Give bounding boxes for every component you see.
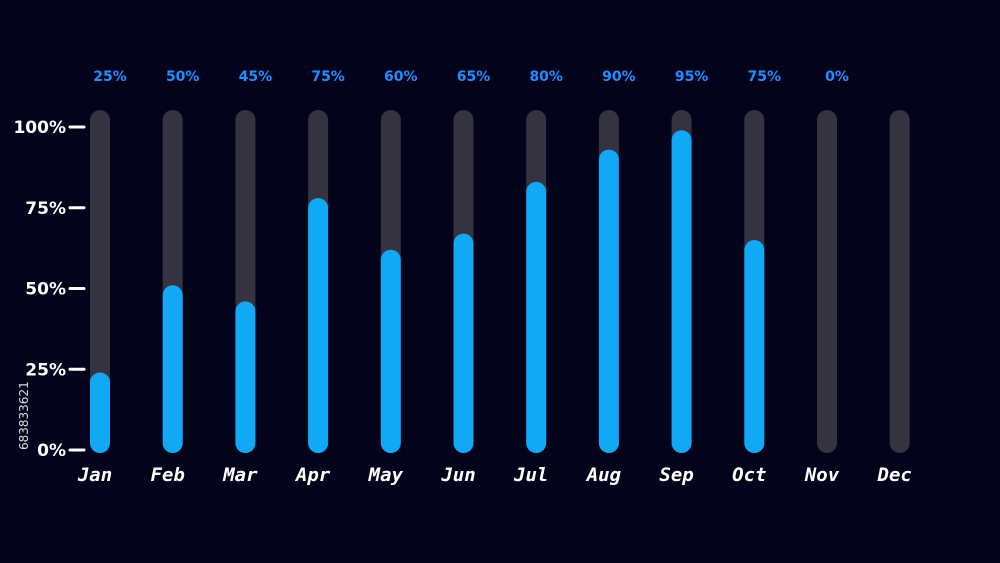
watermark-id: 683833621: [17, 381, 31, 450]
x-tick-label: Sep: [659, 464, 693, 486]
x-tick-label: Jun: [440, 464, 475, 486]
data-label: 75%: [748, 69, 782, 85]
x-tick-label: Jul: [513, 464, 548, 486]
data-label: 65%: [457, 69, 491, 85]
x-tick-label: Oct: [732, 464, 766, 486]
bar: [90, 372, 110, 453]
x-axis: Jan Feb Mar Apr May Jun Jul Aug Sep Oct Nov Dec: [77, 464, 912, 486]
bar-track: [889, 110, 910, 453]
y-tick-label: 75%: [25, 199, 66, 219]
data-label: 60%: [384, 69, 418, 85]
x-tick-label: Mar: [222, 464, 258, 486]
data-label: 75%: [311, 69, 345, 85]
data-label: 95%: [675, 69, 709, 85]
bar: [453, 233, 474, 453]
bar: [308, 198, 329, 453]
data-label: 0%: [825, 69, 849, 85]
bar: [671, 130, 692, 454]
bar: [744, 240, 765, 453]
bar: [235, 301, 256, 453]
x-tick-label: Aug: [585, 464, 622, 486]
x-tick-label: Dec: [877, 464, 912, 486]
y-tick-label: 100%: [13, 118, 66, 138]
bar-track: [90, 110, 110, 453]
data-label: 50%: [166, 69, 200, 85]
data-label: 45%: [239, 69, 273, 85]
data-label: 25%: [93, 69, 127, 85]
bar-tracks: [90, 110, 910, 453]
y-tick-label: 0%: [37, 441, 66, 461]
x-tick-label: May: [368, 464, 404, 486]
x-tick-label: Apr: [294, 464, 331, 486]
x-tick-label: Jan: [77, 464, 112, 486]
x-tick-label: Nov: [804, 464, 840, 486]
data-label: 90%: [602, 69, 636, 85]
y-tick-label: 50%: [25, 280, 66, 300]
bars: [90, 130, 765, 454]
bar: [598, 149, 619, 454]
x-tick-label: Feb: [151, 464, 185, 486]
bar: [526, 181, 547, 453]
y-tick-label: 25%: [25, 360, 66, 380]
bar: [162, 285, 183, 453]
data-labels: 25% 50% 45% 75% 60% 65% 80% 90% 95% 75% 0%: [93, 69, 849, 85]
bar-track: [817, 110, 837, 453]
data-label: 80%: [529, 69, 563, 85]
y-axis: 0% 25% 50% 75% 100%: [13, 118, 86, 461]
bar: [380, 249, 401, 453]
